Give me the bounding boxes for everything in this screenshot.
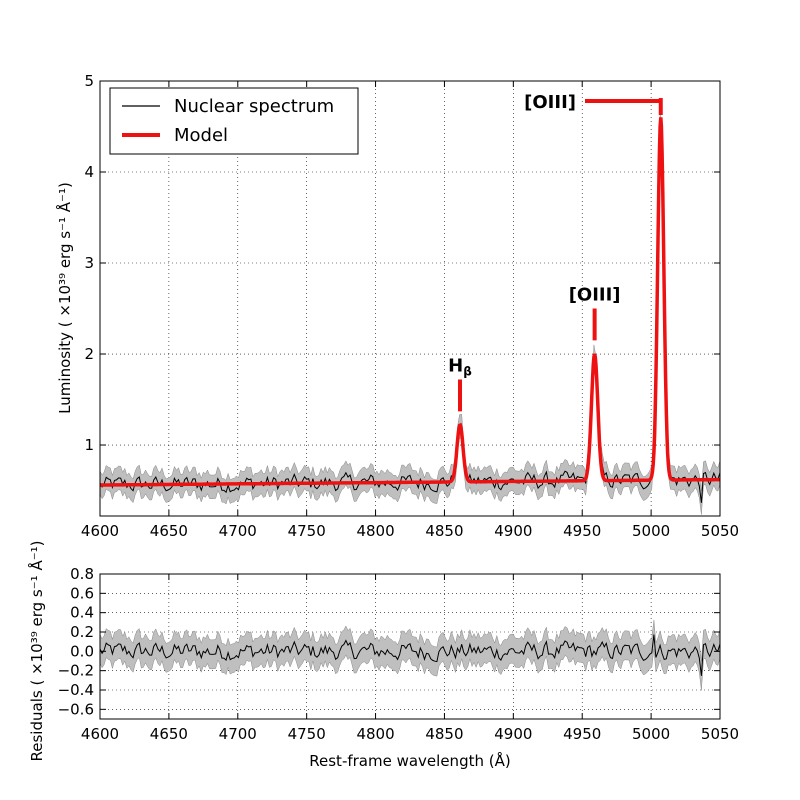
main-xtick-label: 4850 [425,522,463,540]
residuals-series [99,634,721,676]
residuals-ticks: 4600 4650 4700 4750 4800 4850 4900 4950 5000 5050… [58,565,740,743]
residuals-xtick-label: 4600 [81,725,119,743]
main-axes-frame [99,80,721,517]
main-xtick-label: 4750 [288,522,326,540]
residuals-xtick-label: 4700 [219,725,257,743]
legend: Nuclear spectrum Model [109,87,359,155]
legend-model-label: Model [174,125,228,146]
legend-box [109,87,359,155]
main-xtick-label: 5000 [632,522,670,540]
main-xtick-label: 4600 [81,522,119,540]
main-y-axis-label: Luminosity ( ×10³⁹ erg s⁻¹ Å⁻¹) [55,182,74,414]
residuals-panel: 4600 4650 4700 4750 4800 4850 4900 4950 5000 5050… [27,541,739,770]
residuals-ytick-label: 0.4 [70,604,94,622]
main-ytick-label: 5 [84,72,94,90]
main-ytick-label: 4 [84,163,94,181]
main-xtick-label: 5050 [701,522,739,540]
main-ytick-label: 2 [84,345,94,363]
main-xtick-label: 4700 [219,522,257,540]
residuals-xtick-label: 4750 [288,725,326,743]
model-line [100,117,720,487]
residuals-y-axis-label: Residuals ( ×10³⁹ erg s⁻¹ Å⁻¹) [27,541,46,762]
main-xtick-label: 4800 [356,522,394,540]
residuals-line [99,634,721,676]
main-xtick-label: 4950 [563,522,601,540]
main-xtick-label: 4900 [494,522,532,540]
residuals-ytick-label: −0.6 [58,700,94,718]
legend-data-label: Nuclear spectrum [174,96,334,117]
residuals-xtick-label: 4950 [563,725,601,743]
main-xtick-label: 4650 [150,522,188,540]
residuals-ytick-label: −0.2 [58,662,94,680]
residuals-ytick-label: 0.0 [70,642,94,660]
residuals-xtick-label: 4850 [425,725,463,743]
main-ytick-label: 1 [84,436,94,454]
main-ytick-label: 3 [84,254,94,272]
residuals-ytick-label: 0.6 [70,584,94,602]
residuals-axes-frame [99,573,721,720]
residuals-ytick-label: 0.8 [70,565,94,583]
main-ticks: 4600 4650 4700 4750 4800 4850 4900 4950 5000 5050… [81,72,739,540]
hbeta-label-subscript: β [463,364,472,378]
x-axis-label: Rest-frame wavelength (Å) [309,751,510,770]
oiii-5007-label: [OIII] [524,92,576,113]
residuals-ytick-label: −0.4 [58,681,94,699]
residuals-xtick-label: 4650 [150,725,188,743]
residuals-xtick-label: 5050 [701,725,739,743]
residuals-ytick-label: 0.2 [70,623,94,641]
oiii-4959-label: [OIII] [569,285,621,306]
main-series [99,117,721,503]
residuals-xtick-label: 5000 [632,725,670,743]
residuals-xtick-label: 4800 [356,725,394,743]
residuals-xtick-label: 4900 [494,725,532,743]
